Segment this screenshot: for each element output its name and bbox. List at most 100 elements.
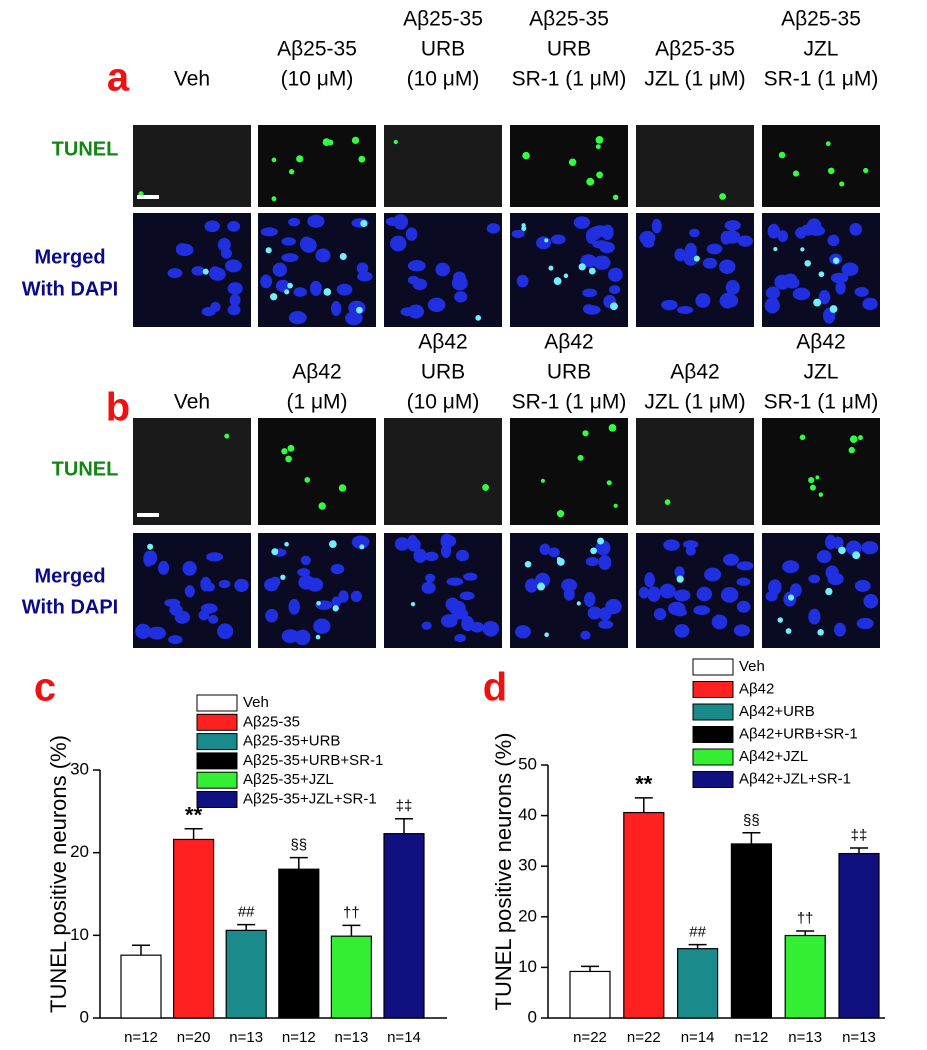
nucleus <box>412 278 428 291</box>
tunel-spot <box>315 634 321 640</box>
nucleus <box>446 577 464 586</box>
tunel-spot <box>280 574 286 580</box>
y-tick-label: 20 <box>518 906 537 925</box>
tunel-spot <box>664 499 671 505</box>
nucleus <box>407 304 425 319</box>
panel-letter: a <box>107 56 130 100</box>
tunel-spot <box>359 544 365 550</box>
nucleus <box>288 598 300 615</box>
tunel-spot <box>393 139 398 145</box>
tunel-spot <box>322 138 331 146</box>
tunel-spot <box>202 268 209 275</box>
n-label: n=13 <box>335 1029 369 1046</box>
nucleus <box>208 614 219 624</box>
nucleus <box>663 539 680 551</box>
nucleus <box>445 597 460 612</box>
tunel-spot <box>285 455 292 463</box>
nucleus <box>765 286 780 300</box>
micrograph <box>762 418 880 525</box>
bar <box>330 935 372 1019</box>
nucleus <box>668 601 686 616</box>
tunel-spot <box>590 547 597 555</box>
tunel-spot <box>838 546 846 555</box>
nucleus <box>674 566 685 579</box>
nucleus <box>539 543 551 556</box>
nucleus <box>673 589 691 602</box>
nucleus <box>350 590 362 603</box>
nucleus <box>659 583 676 599</box>
legend-swatch <box>692 748 734 766</box>
nucleus <box>854 286 869 297</box>
column-header: Aβ42 <box>544 331 593 354</box>
nucleus <box>733 624 750 637</box>
nucleus <box>642 239 655 248</box>
micrograph <box>384 125 502 207</box>
column-header: Aβ25-35 <box>655 38 735 61</box>
nucleus <box>795 227 807 239</box>
tunel-spot <box>271 548 279 556</box>
n-label: n=12 <box>282 1029 316 1046</box>
tunel-spot <box>848 446 855 454</box>
tunel-spot <box>265 247 272 254</box>
nucleus <box>674 248 686 262</box>
nucleus <box>525 578 538 593</box>
micrograph <box>636 418 754 525</box>
nucleus <box>424 551 439 562</box>
legend-swatch <box>692 771 734 788</box>
tunel-spot <box>563 273 569 279</box>
nucleus <box>598 554 612 570</box>
tunel-spot <box>537 582 546 591</box>
nucleus <box>200 603 218 614</box>
scale-bar <box>137 513 159 517</box>
tunel-spot <box>271 196 277 202</box>
significance: §§ <box>743 812 760 829</box>
legend-swatch <box>692 726 734 743</box>
nucleus <box>767 223 781 239</box>
tunel-spot <box>328 540 337 548</box>
tunel-spot <box>825 141 831 147</box>
tunel-spot <box>556 510 565 518</box>
column-header: Aβ25-35 <box>403 8 483 31</box>
column-header: SR-1 (1 μM) <box>512 391 627 414</box>
nucleus <box>338 590 349 603</box>
nucleus <box>651 218 662 234</box>
nucleus <box>313 618 331 634</box>
tunel-spot <box>818 271 825 278</box>
nucleus <box>459 591 475 601</box>
legend-label: Veh <box>243 694 269 711</box>
nucleus <box>331 300 342 317</box>
nucleus <box>583 305 601 315</box>
nucleus <box>683 540 699 549</box>
nucleus <box>421 581 436 594</box>
tunel-spot <box>785 628 792 634</box>
nucleus <box>608 285 621 295</box>
column-header: (10 μM) <box>407 391 480 414</box>
tunel-spot <box>818 492 824 497</box>
nucleus <box>647 586 661 602</box>
significance: §§ <box>290 837 307 854</box>
tunel-spot <box>693 255 700 262</box>
tunel-spot <box>858 435 863 441</box>
bar <box>569 970 611 1019</box>
tunel-spot <box>777 617 784 623</box>
nucleus <box>288 311 307 325</box>
tunel-spot <box>524 560 532 568</box>
tunel-spot <box>482 483 490 491</box>
tunel-spot <box>586 177 595 186</box>
significance: ** <box>635 772 653 797</box>
nucleus <box>169 604 183 616</box>
bar <box>225 929 267 1019</box>
tunel-spot <box>792 170 800 177</box>
nucleus <box>440 543 452 559</box>
n-label: n=22 <box>573 1029 607 1046</box>
tunel-spot <box>576 601 581 606</box>
tunel-spot <box>578 263 586 271</box>
nucleus <box>486 223 501 234</box>
column-header: Aβ42 <box>418 331 467 354</box>
nucleus <box>309 280 322 296</box>
nucleus <box>217 623 234 640</box>
nucleus <box>451 275 468 291</box>
n-label: n=13 <box>788 1029 822 1046</box>
n-label: n=22 <box>627 1029 661 1046</box>
nucleus <box>782 560 800 574</box>
